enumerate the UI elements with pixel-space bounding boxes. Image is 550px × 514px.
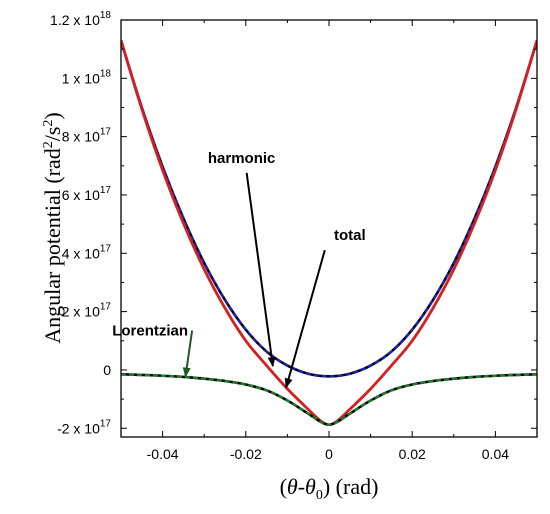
y-tick-label: 6 x 1017 [62, 185, 112, 203]
x-tick-label: 0.02 [399, 446, 426, 462]
x-tick-labels: -0.04 -0.02 0 0.02 0.04 [147, 446, 510, 462]
y-tick-label: 0 [103, 362, 111, 378]
x-axis-title-dash: - [298, 474, 305, 499]
series-line-lorentzian [121, 373, 537, 427]
x-tick-label: -0.02 [230, 446, 262, 462]
annotation-lorentzian: Lorentzian [112, 323, 188, 340]
annotation-arrow-total [284, 249, 326, 389]
x-axis-title-theta0: θ [305, 474, 316, 499]
series-line-total [121, 40, 537, 427]
series-line-lorentzian-shadow [121, 373, 537, 427]
y-axis-title: Angular potential (rad2/s2) [40, 112, 65, 344]
series-line-harmonic-shadow [121, 40, 537, 378]
y-tick-labels: -2 x 1017 0 2 x 1017 4 x 1017 6 x 1017 8 x 10… [50, 10, 111, 436]
y-axis-title-text: Angular potential (rad [40, 148, 65, 344]
x-axis-title-sub: 0 [316, 488, 323, 503]
x-tick-label: -0.04 [147, 446, 179, 462]
x-axis-title-theta: θ [287, 474, 298, 499]
y-axis-title-mid: /s [40, 127, 65, 142]
y-axis-title-sup1: 2 [41, 141, 56, 148]
annotation-total: total [334, 227, 366, 244]
y-axis-title-close: ) [40, 112, 65, 119]
annotation-arrow-harmonic [245, 172, 276, 368]
annotation-harmonic: harmonic [208, 150, 276, 167]
annotation-layer: harmonic total Lorentzian [112, 150, 366, 389]
y-tick-label: 2 x 1017 [62, 302, 112, 320]
x-tick-label: 0.04 [482, 446, 509, 462]
y-tick-label: 4 x 1017 [62, 243, 112, 261]
x-axis-title: (θ-θ0) (rad) [280, 474, 379, 503]
x-axis-title-open: ( [280, 474, 287, 499]
tick-layer [120, 19, 538, 437]
series-layer [121, 40, 537, 427]
y-tick-label: 1.2 x 1018 [50, 10, 111, 28]
annotation-arrow-lorentzian [182, 330, 194, 378]
y-tick-label: 8 x 1017 [62, 127, 112, 145]
y-tick-label: 1 x 1018 [62, 68, 112, 86]
plot-frame [120, 19, 538, 438]
x-axis-title-close: ) [323, 474, 330, 499]
y-axis-title-sup2: 2 [41, 120, 56, 127]
x-tick-label: 0 [325, 446, 333, 462]
x-axis-title-unit: (rad) [330, 474, 378, 499]
y-tick-label: -2 x 1017 [57, 418, 111, 436]
